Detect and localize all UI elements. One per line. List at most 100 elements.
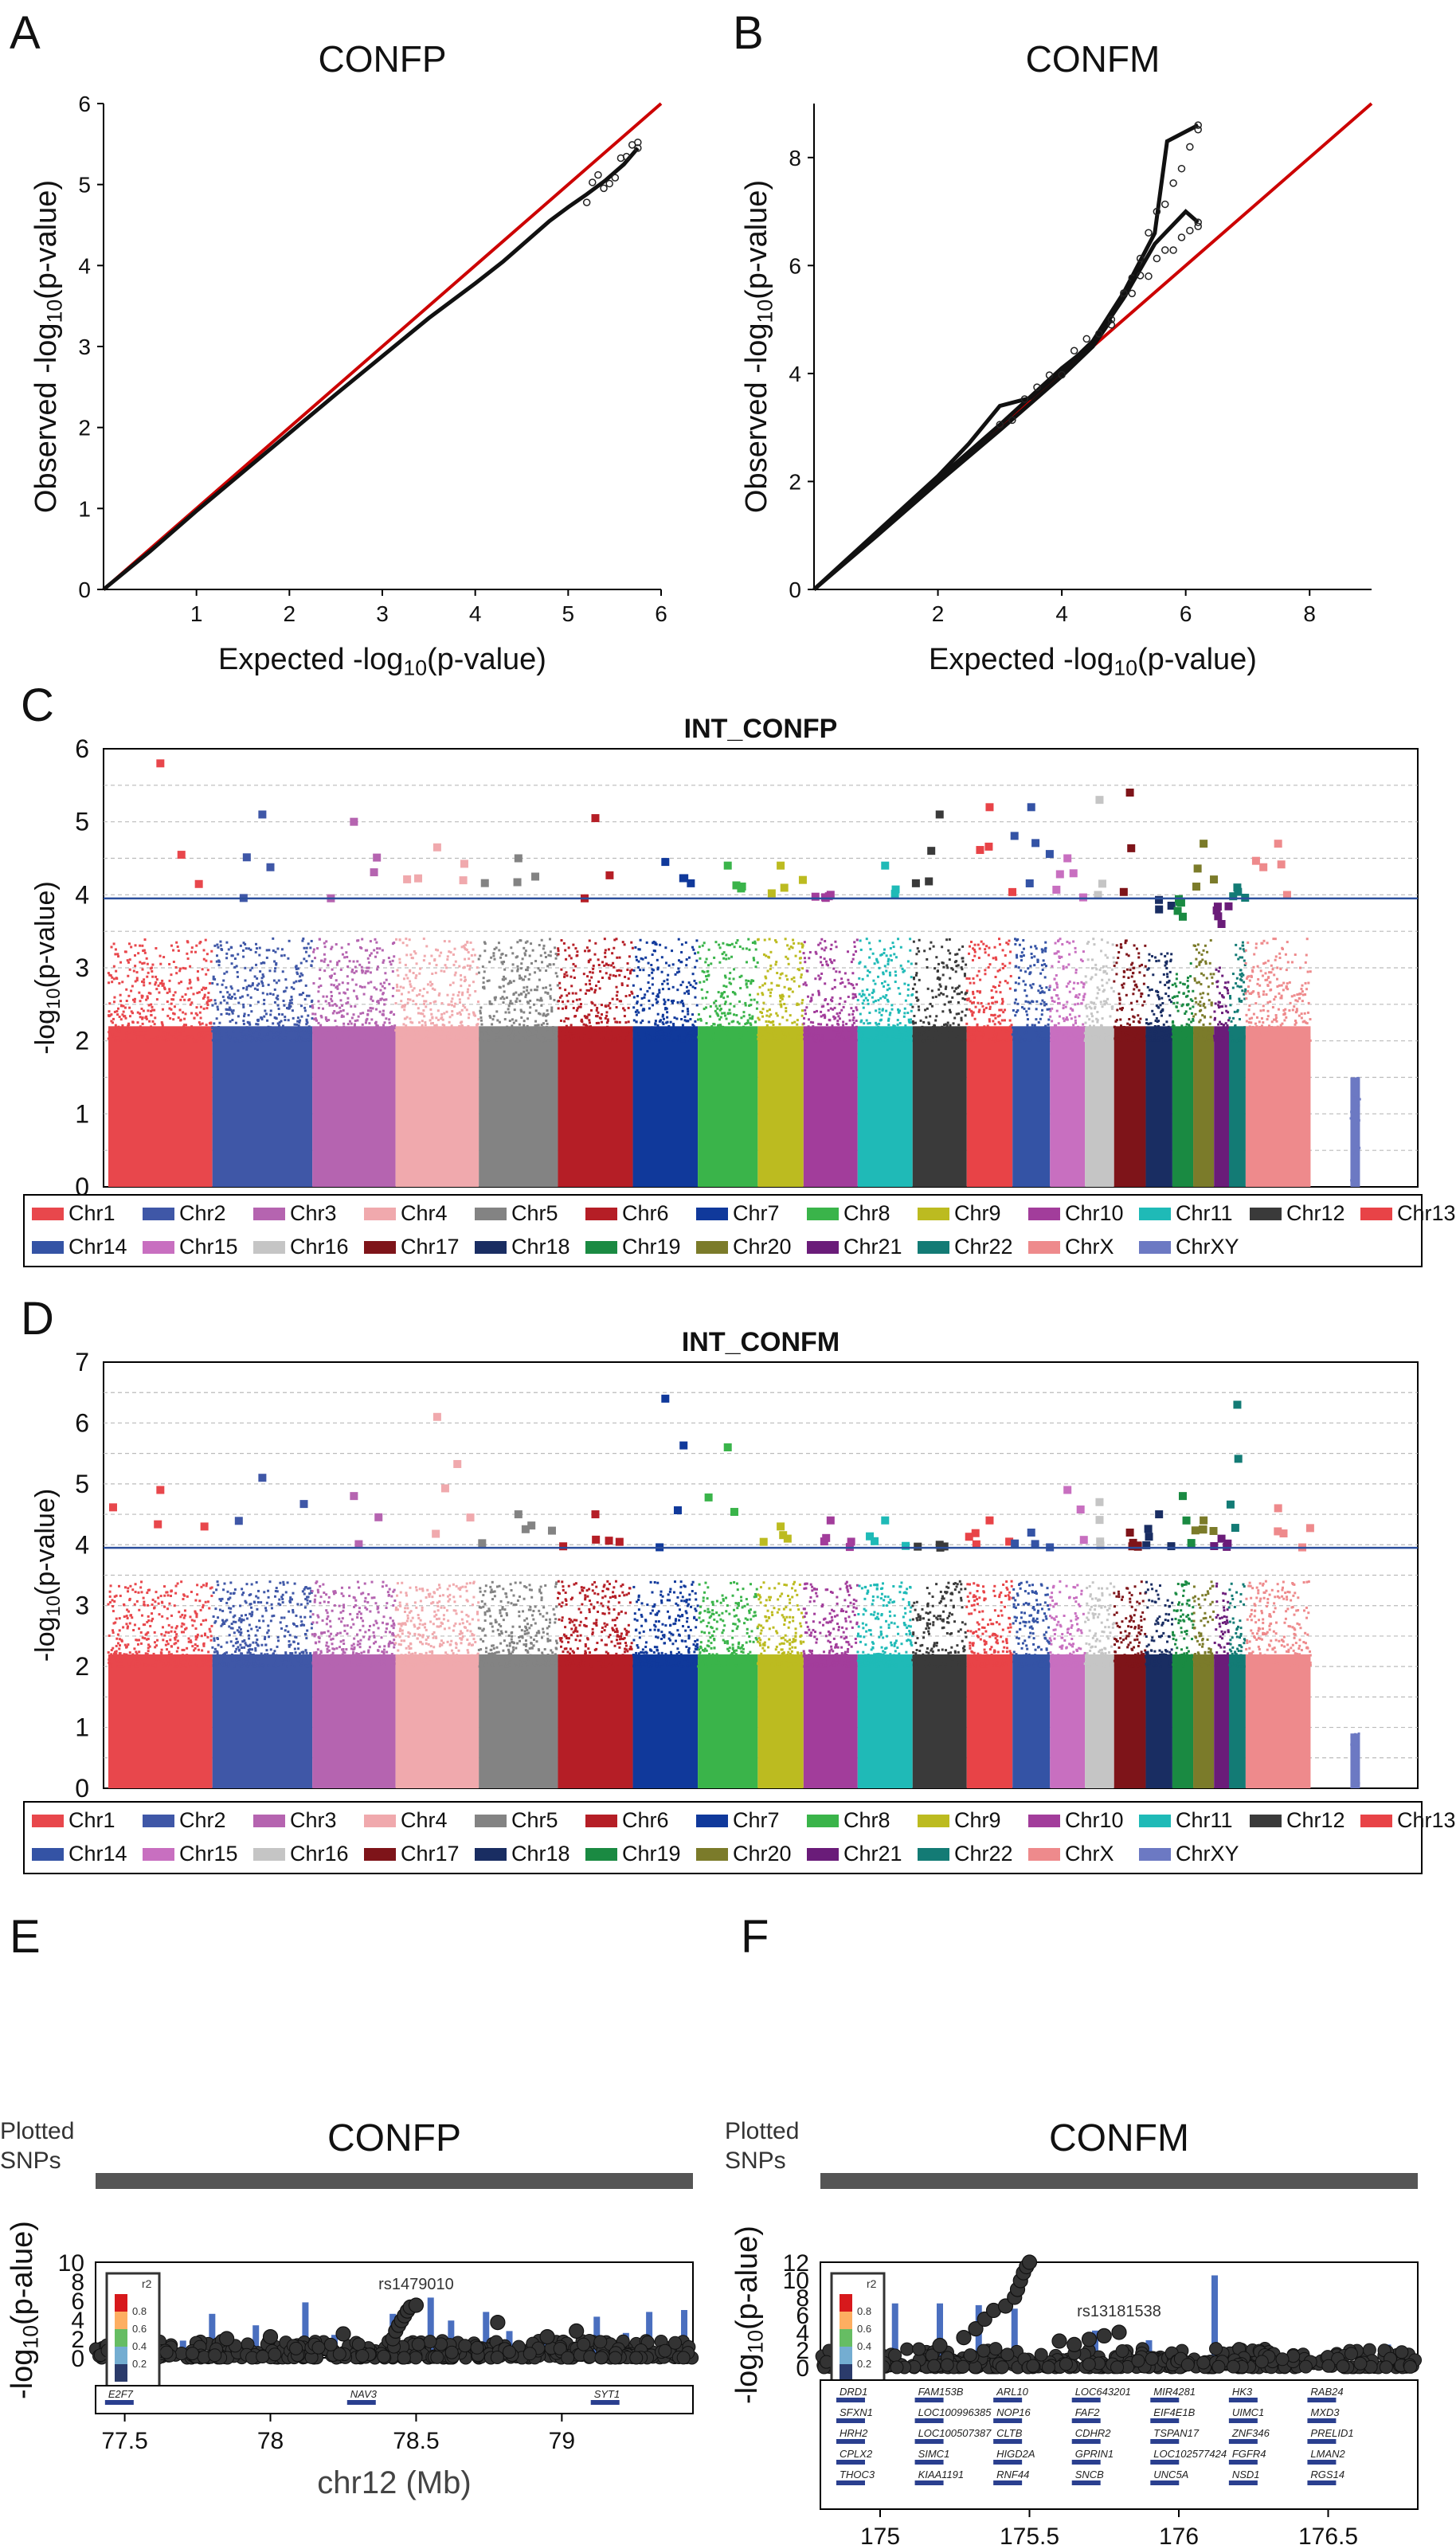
panel-c-chr6-point — [558, 996, 562, 999]
panel-c-chr1-point — [136, 1036, 139, 1039]
panel-c-chr10-point — [847, 981, 851, 985]
panel-c-chr2-point — [288, 1004, 291, 1007]
panel-b-series-2-point — [1070, 347, 1078, 355]
panel-c-chr12-point — [941, 961, 945, 965]
panel-c-chr2-point — [211, 1026, 214, 1029]
panel-c-chr6-point — [597, 1028, 600, 1032]
panel-c-chr8-point — [742, 1039, 745, 1042]
panel-c-chr14-point — [1042, 959, 1045, 962]
panel-c-chr6-point — [562, 1039, 565, 1042]
panel-c-chr6-point — [585, 946, 589, 949]
panel-c-chr3-point — [357, 1031, 360, 1034]
panel-c-chr10-point — [819, 956, 822, 959]
panel-c-chr14-point — [1022, 980, 1025, 983]
panel-c-chr7-point — [648, 999, 651, 1002]
panel-c-chr19-point — [1189, 975, 1192, 978]
panel-c-chr21-top-hit — [1217, 920, 1226, 928]
panel-c-chr19-hit — [1173, 906, 1182, 915]
panel-c-chr9-point — [765, 1026, 768, 1029]
panel-c-chr9-point — [800, 976, 803, 979]
panel-c-chr2-point — [249, 1023, 252, 1026]
panel-c-chr18-point — [1167, 986, 1170, 989]
panel-c-chr4-point — [476, 1024, 479, 1027]
panel-c-chr11-point — [872, 1000, 875, 1004]
panel-c-chr15-point — [1069, 1034, 1072, 1037]
panel-c-chr8-point — [750, 982, 753, 985]
panel-c-chr18-point — [1166, 952, 1169, 955]
panel-c-chr5-point — [519, 977, 523, 980]
panel-c-chr7-point — [663, 1032, 666, 1036]
panel-c-chr2-point — [268, 969, 272, 973]
panel-c-chr12-point — [927, 1028, 930, 1031]
panel-c-chr16-point — [1096, 1019, 1099, 1022]
panel-c-chr13-point — [984, 973, 987, 976]
panel-c-chr18-point — [1160, 1009, 1163, 1012]
panel-c-chr12-point — [941, 1010, 945, 1013]
panel-c-chr4-point — [464, 943, 467, 946]
panel-c-chr8-point — [728, 943, 731, 946]
panel-c-chr2-point — [310, 964, 313, 967]
panel-c-chr3-point — [339, 999, 342, 1002]
panel-c-chr17-point — [1136, 1033, 1139, 1036]
panel-c-chr8-point — [721, 1012, 724, 1015]
panel-c-chr3-point — [377, 1000, 380, 1003]
panel-c-chrx-point — [1294, 999, 1297, 1002]
panel-c-chr3-point — [315, 1036, 318, 1039]
panel-c-chr9-point — [762, 1001, 765, 1004]
panel-c-chr20-point — [1208, 1028, 1211, 1032]
panel-c-chr8-point — [723, 1012, 726, 1015]
panel-c-chr7-point — [641, 1019, 644, 1022]
panel-c-chr16-point — [1090, 1007, 1093, 1010]
panel-c-chr10-point — [842, 1005, 845, 1008]
panel-c-chr17-point — [1114, 1020, 1117, 1023]
panel-c-chr4-point — [414, 952, 417, 955]
panel-c-chr3-point — [370, 952, 373, 955]
panel-c-chr3-point — [326, 1040, 329, 1043]
panel-c-chr2-point — [296, 1016, 299, 1020]
panel-c-chr1-point — [184, 967, 187, 970]
panel-c-chr2-point — [251, 984, 254, 987]
panel-c-chr16-point — [1106, 997, 1110, 1000]
panel-c-chr2-point — [302, 992, 305, 995]
panel-c-chr10-top-hit — [826, 891, 835, 899]
panel-a-title: CONFP — [319, 38, 447, 80]
panel-c-chr4-point — [410, 957, 413, 960]
panel-c-chr1-point — [203, 1039, 206, 1042]
panel-c-chr8-point — [724, 976, 727, 979]
panel-c-chr2-point — [251, 1036, 254, 1040]
panel-c-chr2-point — [296, 1023, 299, 1026]
panel-c-chr2-point — [273, 969, 276, 973]
panel-c-chr6-point — [571, 1032, 574, 1035]
panel-c-chr2-point — [299, 1004, 303, 1008]
panel-c-chr15-point — [1057, 997, 1060, 1000]
panel-c-chrx-point — [1268, 971, 1271, 974]
panel-c-chr3-point — [383, 987, 386, 990]
panel-c-chr4-point — [440, 1002, 444, 1005]
panel-c-chr12-point — [929, 1002, 932, 1005]
panel-c-chr11-point — [890, 1039, 894, 1042]
panel-c-chr4-point — [452, 1004, 456, 1008]
panel-c-chr2-point — [275, 981, 278, 985]
panel-c-chr21-point — [1215, 1035, 1219, 1038]
panel-c-chr11-point — [868, 956, 871, 959]
panel-c-chr5-point — [550, 988, 553, 991]
panel-c-chr6-point — [564, 1035, 567, 1038]
panel-c-chr6-point — [615, 1006, 618, 1009]
panel-c-chr10-point — [829, 1007, 832, 1010]
panel-c-chr6-point — [609, 1001, 612, 1004]
panel-c-chr9-point — [792, 938, 795, 942]
panel-c-chr1-point — [190, 1036, 194, 1039]
panel-c-chr1-point — [190, 1012, 194, 1015]
panel-c-chr4-point — [406, 977, 409, 980]
panel-c-y-tick-label-6: 6 — [75, 734, 89, 763]
panel-c-chr9-point — [781, 997, 784, 1000]
panel-c-chr10-point — [848, 1037, 851, 1040]
panel-c-chr5-point — [540, 1024, 543, 1027]
panel-c-chr7-point — [648, 986, 652, 989]
panel-c-chr17-point — [1135, 985, 1138, 989]
panel-c-chr2-point — [263, 1035, 266, 1038]
panel-c-chr17-point — [1115, 961, 1118, 965]
panel-c-chr5-point — [524, 949, 527, 953]
panel-c-chr2-point — [307, 1025, 311, 1028]
panel-c-chr19-point — [1185, 1003, 1188, 1006]
